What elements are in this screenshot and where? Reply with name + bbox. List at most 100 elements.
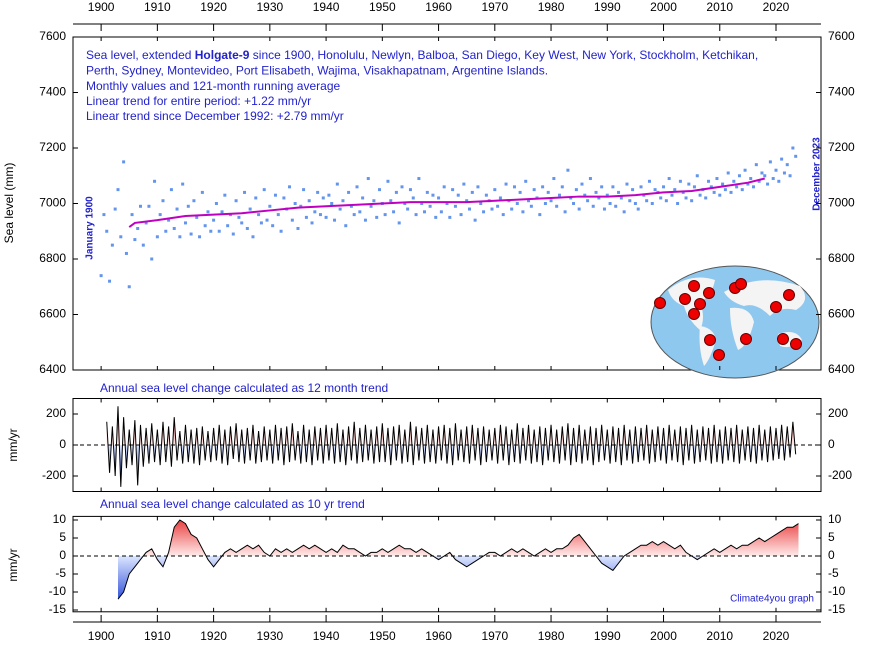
y-tick-label: 7600: [828, 29, 855, 43]
y-tick-label: -15: [49, 602, 67, 616]
data-point: [245, 226, 249, 230]
data-point: [439, 210, 443, 214]
data-point: [352, 213, 356, 217]
station-dot: [735, 278, 747, 290]
data-point: [417, 177, 421, 181]
data-point: [583, 193, 587, 197]
data-point: [493, 188, 497, 192]
data-point: [498, 196, 502, 200]
data-point: [105, 229, 109, 233]
data-point: [521, 210, 525, 214]
data-point: [355, 185, 359, 189]
data-point: [231, 232, 235, 236]
data-point: [664, 199, 668, 203]
data-point: [639, 185, 643, 189]
data-point: [687, 182, 691, 186]
data-point: [760, 171, 764, 175]
data-point: [723, 188, 727, 192]
data-point: [330, 202, 334, 205]
data-point: [777, 179, 781, 183]
data-point: [392, 210, 396, 214]
data-point: [574, 188, 578, 192]
data-point: [214, 202, 218, 205]
x-tick-label: 1910: [144, 629, 171, 643]
data-point: [771, 177, 775, 181]
data-point: [383, 213, 387, 217]
y-tick-label: 5: [59, 530, 66, 544]
data-point: [690, 199, 694, 203]
chart-subtitle: Linear trend since December 1992: +2.79 …: [86, 109, 344, 123]
y-axis-label: mm/yr: [6, 428, 20, 461]
data-point: [572, 202, 576, 205]
data-point: [425, 190, 429, 194]
data-point: [321, 196, 325, 200]
data-point: [732, 179, 736, 183]
data-point: [785, 163, 789, 167]
data-point: [335, 182, 339, 186]
station-dot: [694, 298, 706, 310]
data-point: [546, 190, 550, 194]
data-point: [414, 213, 418, 217]
y-tick-label: 0: [828, 548, 835, 562]
station-dot: [790, 338, 802, 350]
data-point: [220, 210, 224, 214]
data-point: [240, 221, 244, 225]
data-point: [434, 215, 438, 219]
data-point: [161, 199, 165, 203]
trend-line: [106, 406, 797, 487]
end-label: December 2023: [812, 137, 823, 211]
data-point: [299, 204, 303, 208]
x-tick-label: 1940: [313, 0, 340, 14]
start-label: January 1900: [85, 196, 96, 260]
data-point: [99, 274, 103, 278]
x-tick-label: 1990: [594, 0, 621, 14]
x-tick-label: 1900: [88, 629, 115, 643]
data-point: [527, 199, 531, 203]
data-point: [560, 185, 564, 189]
data-point: [423, 210, 427, 214]
data-point: [757, 179, 761, 183]
data-point: [473, 218, 477, 222]
panel-title: Annual sea level change calculated as 12…: [100, 381, 388, 395]
data-point: [577, 207, 581, 211]
data-point: [276, 213, 280, 217]
data-point: [347, 190, 351, 194]
data-point: [549, 199, 553, 203]
station-dot: [770, 301, 782, 313]
y-tick-label: 0: [59, 437, 66, 451]
panel-frame: [72, 515, 822, 613]
x-tick-label: 1920: [200, 629, 227, 643]
station-dot: [713, 349, 725, 361]
data-point: [676, 202, 680, 205]
running-average-line: [128, 177, 765, 228]
data-point: [394, 190, 398, 194]
data-point: [721, 182, 725, 186]
data-point: [768, 160, 772, 164]
credit: Climate4you graph: [730, 594, 814, 605]
y-tick-label: -15: [828, 602, 846, 616]
map-land: [730, 307, 754, 350]
data-point: [437, 196, 441, 200]
y-tick-label: 5: [828, 530, 835, 544]
data-point: [766, 182, 770, 186]
station-dot: [688, 280, 700, 292]
data-point: [375, 215, 379, 219]
y-tick-label: 10: [828, 512, 842, 526]
y-tick-label: -200: [42, 468, 66, 482]
data-point: [695, 174, 699, 178]
data-point: [192, 199, 196, 203]
data-point: [155, 235, 159, 239]
data-point: [715, 177, 719, 181]
data-point: [763, 174, 767, 178]
data-point: [397, 221, 401, 225]
data-point: [529, 204, 533, 208]
data-point: [268, 204, 272, 208]
data-point: [223, 193, 227, 197]
data-point: [625, 182, 629, 186]
data-point: [479, 202, 483, 205]
data-point: [290, 218, 294, 222]
data-point: [484, 193, 488, 197]
y-tick-label: 0: [828, 437, 835, 451]
data-point: [189, 232, 193, 236]
chart-subtitle: Perth, Sydney, Montevideo, Port Elisabet…: [86, 64, 548, 78]
